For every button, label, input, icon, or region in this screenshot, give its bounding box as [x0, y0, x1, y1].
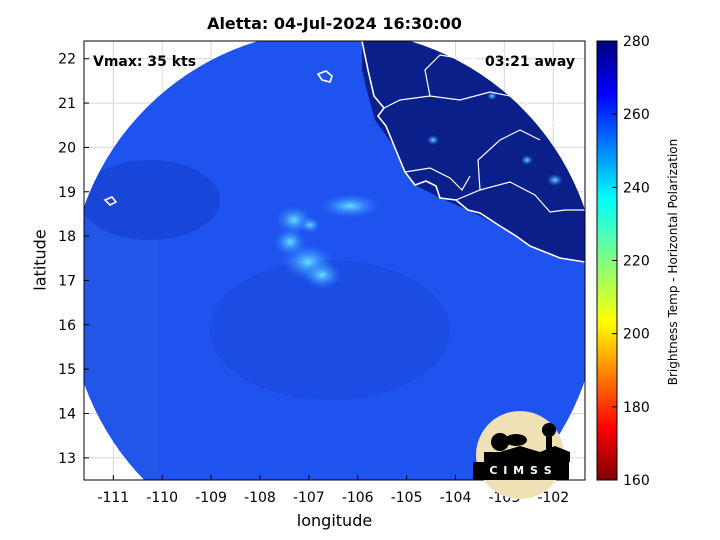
colorbar-tick-label: 160 [623, 473, 650, 489]
state-border [404, 167, 471, 191]
x-tick-label: -107 [293, 490, 325, 506]
x-tick-label: -111 [97, 490, 129, 506]
colorbar-tick-label: 280 [623, 34, 650, 50]
x-axis-label: longitude [296, 511, 373, 530]
y-tick-label: 15 [58, 362, 76, 378]
time-away-label: 03:21 away [485, 54, 575, 70]
y-tick-label: 19 [58, 185, 76, 201]
building-icon [484, 446, 570, 462]
x-axis: -111 -110 -109 -108 -107 -106 -105 -104 -103 -102 [97, 475, 569, 506]
cimss-logo-text: C I M S S [489, 464, 553, 477]
y-tick-label: 13 [58, 451, 76, 467]
swath-dark-patch [84, 160, 220, 240]
x-tick-label: -105 [391, 490, 423, 506]
y-axis: 22 21 20 19 18 17 16 15 14 13 [58, 52, 89, 467]
colorbar-tick-label: 260 [623, 107, 650, 123]
convection-spot [487, 92, 497, 100]
colorbar-tick-label: 200 [623, 327, 650, 343]
y-tick-label: 22 [58, 52, 76, 68]
y-axis-label: latitude [30, 229, 50, 291]
colorbar-tick-label: 180 [623, 400, 650, 416]
y-tick-label: 18 [58, 229, 76, 245]
satellite-dish-icon [491, 433, 509, 451]
convection-band [300, 217, 320, 233]
x-tick-label: -102 [537, 490, 569, 506]
y-tick-label: 21 [58, 96, 76, 112]
convection-spot [547, 174, 563, 186]
island [316, 70, 333, 83]
convection-spot [427, 135, 439, 145]
vmax-label: Vmax: 35 kts [93, 54, 197, 70]
cimss-logo-bar [473, 462, 569, 480]
coastline [361, 41, 585, 263]
x-tick-label: -104 [440, 490, 472, 506]
colorbar-tick-label: 220 [623, 254, 650, 270]
x-tick-label: -108 [244, 490, 276, 506]
convection-band [320, 194, 380, 218]
tower-icon [542, 423, 556, 437]
y-tick-label: 16 [58, 318, 76, 334]
y-tick-label: 17 [58, 273, 76, 289]
map-title: Aletta: 04-Jul-2024 16:30:00 [207, 14, 462, 33]
y-tick-label: 20 [58, 140, 76, 156]
cimss-logo [473, 411, 570, 499]
x-tick-label: -110 [146, 490, 178, 506]
swath-dark-patch-2 [210, 260, 450, 400]
y-tick-label: 14 [58, 406, 76, 422]
axes-frame [83, 40, 586, 481]
satellite-dish-icon [505, 434, 527, 446]
colorbar-axis: 280 260 240 220 200 180 160 [612, 34, 650, 489]
tower-icon [546, 432, 552, 462]
colorbar-label: Brightness Temp - Horizontal Polarizatio… [666, 138, 680, 386]
state-border [424, 47, 585, 97]
state-border [383, 91, 585, 141]
x-tick-label: -109 [195, 490, 227, 506]
convection-band [302, 261, 342, 289]
colorbar-tick-label: 240 [623, 180, 650, 196]
x-tick-label: -106 [342, 490, 374, 506]
island [103, 196, 118, 206]
state-border [477, 129, 541, 191]
convection-spot [521, 155, 533, 165]
